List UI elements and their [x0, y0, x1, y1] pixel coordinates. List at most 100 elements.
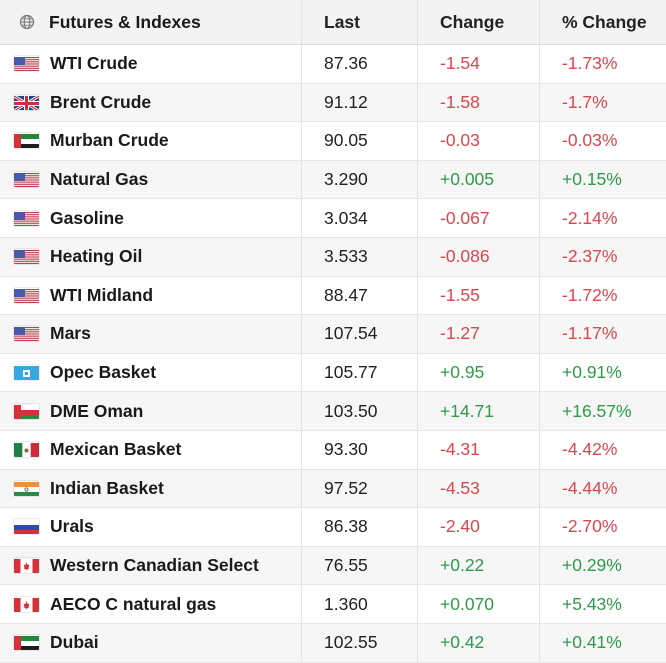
flag-opec-icon [14, 365, 39, 381]
table-row[interactable]: Natural Gas 3.290 +0.005 +0.15% [0, 160, 666, 200]
instrument-name[interactable]: Indian Basket [50, 477, 164, 498]
percent-change: +5.43% [562, 593, 622, 614]
instrument-name-cell[interactable]: Indian Basket [0, 469, 302, 508]
table-row[interactable]: Murban Crude 90.05 -0.03 -0.03% [0, 122, 666, 161]
flag-us-icon [14, 288, 39, 303]
table-row[interactable]: Heating Oil 3.533 -0.086 -2.37% [0, 237, 666, 277]
last-price: 3.290 [302, 160, 418, 199]
header-last[interactable]: Last [302, 0, 418, 44]
last-price: 102.55 [302, 623, 418, 662]
instrument-name-cell[interactable]: WTI Crude [0, 45, 302, 83]
flag-uk-icon [14, 94, 39, 110]
globe-icon [19, 14, 35, 30]
instrument-name-cell[interactable]: DME Oman [0, 392, 302, 430]
instrument-name-cell[interactable]: WTI Midland [0, 276, 302, 315]
price-change: -0.067 [418, 199, 540, 237]
instrument-name[interactable]: Murban Crude [50, 130, 169, 151]
instrument-name[interactable]: Opec Basket [50, 362, 157, 383]
table-row[interactable]: Western Canadian Select 76.55 +0.22 +0.29% [0, 546, 666, 586]
flag-om-icon [14, 404, 39, 419]
table-row[interactable]: WTI Midland 88.47 -1.55 -1.72% [0, 276, 666, 316]
instrument-name[interactable]: DME Oman [50, 400, 144, 421]
instrument-name[interactable]: Urals [50, 516, 94, 537]
flag-us-icon [14, 211, 39, 226]
flag-ae-icon [14, 635, 39, 651]
price-change: +0.005 [418, 160, 540, 199]
percent-change: -2.37% [562, 246, 618, 267]
instrument-name-cell[interactable]: Mars [0, 315, 302, 353]
instrument-name-cell[interactable]: Urals [0, 508, 302, 546]
instrument-name-cell[interactable]: Gasoline [0, 199, 302, 237]
percent-change: -2.14% [562, 207, 618, 228]
table-row[interactable]: Dubai 102.55 +0.42 +0.41% [0, 623, 666, 663]
price-change: +0.22 [418, 546, 540, 585]
instrument-name-cell[interactable]: Brent Crude [0, 83, 302, 122]
flag-us-icon [14, 172, 39, 188]
percent-change: +0.91% [562, 362, 622, 383]
percent-change: -1.73% [562, 53, 618, 74]
price-change: -1.54 [418, 45, 540, 83]
flag-mx-icon [14, 442, 39, 458]
header-pct-change[interactable]: % Change [562, 11, 647, 32]
instrument-name-cell[interactable]: Heating Oil [0, 237, 302, 276]
last-price: 107.54 [302, 315, 418, 353]
instrument-name[interactable]: Heating Oil [50, 246, 143, 267]
flag-in-icon [14, 481, 39, 496]
table-row[interactable]: Opec Basket 105.77 +0.95 +0.91% [0, 353, 666, 393]
price-change: -4.53 [418, 469, 540, 508]
price-change: -4.31 [418, 430, 540, 469]
instrument-name-cell[interactable]: Dubai [0, 623, 302, 662]
instrument-name[interactable]: WTI Midland [50, 284, 154, 305]
instrument-name[interactable]: Gasoline [50, 207, 124, 228]
price-change: -0.086 [418, 237, 540, 276]
table-row[interactable]: Indian Basket 97.52 -4.53 -4.44% [0, 469, 666, 509]
instrument-name-cell[interactable]: Murban Crude [0, 122, 302, 160]
percent-change: -1.7% [562, 91, 608, 112]
table-row[interactable]: Urals 86.38 -2.40 -2.70% [0, 508, 666, 547]
price-change: -1.27 [418, 315, 540, 353]
table-row[interactable]: AECO C natural gas 1.360 +0.070 +5.43% [0, 585, 666, 624]
instrument-name-cell[interactable]: Opec Basket [0, 353, 302, 392]
percent-change: +16.57% [562, 400, 632, 421]
instrument-name[interactable]: Brent Crude [50, 91, 152, 112]
percent-change: +0.41% [562, 632, 622, 653]
last-price: 105.77 [302, 353, 418, 392]
percent-change: +0.15% [562, 169, 622, 190]
flag-ae-icon [14, 133, 39, 149]
instrument-name-cell[interactable]: Natural Gas [0, 160, 302, 199]
price-change: -1.55 [418, 276, 540, 315]
instrument-name[interactable]: AECO C natural gas [50, 593, 217, 614]
table-row[interactable]: Mars 107.54 -1.27 -1.17% [0, 315, 666, 354]
last-price: 97.52 [302, 469, 418, 508]
flag-ru-icon [14, 519, 39, 535]
last-price: 88.47 [302, 276, 418, 315]
last-price: 3.034 [302, 199, 418, 237]
header-change[interactable]: Change [418, 0, 540, 44]
instrument-name[interactable]: WTI Crude [50, 53, 138, 74]
instrument-name[interactable]: Natural Gas [50, 169, 149, 190]
header-name-cell[interactable]: Futures & Indexes [0, 0, 302, 44]
price-change: +14.71 [418, 392, 540, 430]
instrument-name[interactable]: Mexican Basket [50, 439, 182, 460]
instrument-name-cell[interactable]: Western Canadian Select [0, 546, 302, 585]
last-price: 86.38 [302, 508, 418, 546]
table-header: Futures & Indexes Last Change % Change [0, 0, 666, 45]
price-change: -1.58 [418, 83, 540, 122]
table-row[interactable]: WTI Crude 87.36 -1.54 -1.73% [0, 45, 666, 84]
price-change: +0.42 [418, 623, 540, 662]
table-row[interactable]: Mexican Basket 93.30 -4.31 -4.42% [0, 430, 666, 470]
percent-change: -4.42% [562, 439, 618, 460]
instrument-name[interactable]: Western Canadian Select [50, 555, 259, 576]
percent-change: +0.29% [562, 555, 622, 576]
instrument-name-cell[interactable]: Mexican Basket [0, 430, 302, 469]
instrument-name[interactable]: Dubai [50, 632, 99, 653]
table-row[interactable]: Brent Crude 91.12 -1.58 -1.7% [0, 83, 666, 123]
table-row[interactable]: DME Oman 103.50 +14.71 +16.57% [0, 392, 666, 431]
table-row[interactable]: Gasoline 3.034 -0.067 -2.14% [0, 199, 666, 238]
instrument-name-cell[interactable]: AECO C natural gas [0, 585, 302, 623]
instrument-name[interactable]: Mars [50, 323, 91, 344]
last-price: 90.05 [302, 122, 418, 160]
header-name: Futures & Indexes [49, 11, 201, 32]
last-price: 3.533 [302, 237, 418, 276]
